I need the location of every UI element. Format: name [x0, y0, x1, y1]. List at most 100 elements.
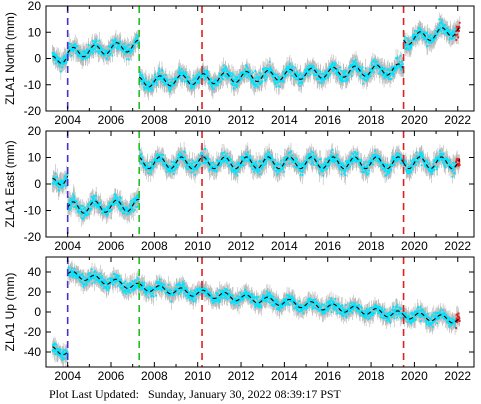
data-point — [56, 59, 59, 62]
data-point — [153, 83, 155, 86]
data-point — [80, 216, 83, 219]
data-point — [260, 81, 263, 84]
y-tick-label: -20 — [24, 104, 42, 118]
data-point — [418, 37, 420, 40]
data-point — [453, 37, 456, 39]
data-point — [306, 65, 309, 68]
data-point — [84, 214, 86, 217]
data-point — [95, 199, 98, 202]
x-tick-label: 2010 — [184, 113, 211, 127]
data-point — [203, 71, 206, 74]
data-point — [350, 64, 353, 66]
data-point — [227, 76, 229, 79]
data-point — [393, 70, 396, 73]
data-point — [425, 41, 428, 43]
data-point — [140, 74, 143, 76]
data-point — [86, 213, 89, 216]
data-point — [387, 76, 390, 79]
data-point — [235, 80, 237, 83]
data-point — [391, 66, 394, 69]
data-point — [166, 79, 169, 82]
data-point — [309, 73, 312, 76]
data-point — [68, 199, 71, 202]
data-point — [315, 74, 318, 77]
data-point — [104, 51, 107, 54]
data-point — [81, 205, 84, 207]
data-point — [405, 46, 408, 49]
data-point — [416, 35, 419, 37]
data-point — [438, 24, 441, 27]
data-point — [330, 66, 333, 69]
data-point — [249, 73, 252, 76]
data-point — [53, 58, 55, 61]
data-point — [447, 31, 450, 34]
data-point — [60, 182, 62, 185]
data-point — [388, 69, 391, 71]
data-point — [365, 76, 368, 78]
data-point — [106, 213, 109, 216]
data-point — [226, 70, 229, 73]
data-point — [391, 73, 394, 76]
data-point — [275, 85, 278, 88]
data-point — [312, 72, 315, 75]
data-point — [236, 84, 239, 87]
data-point — [216, 84, 219, 87]
data-point — [144, 77, 147, 80]
data-point — [422, 38, 425, 41]
y-tick-label: 0 — [34, 52, 41, 66]
data-point — [52, 178, 55, 181]
data-point — [175, 80, 178, 83]
data-point — [327, 74, 330, 77]
data-point — [351, 70, 354, 73]
data-point — [288, 65, 291, 68]
data-point — [117, 43, 120, 46]
data-point — [91, 200, 94, 203]
data-point — [415, 35, 418, 37]
data-point — [100, 53, 103, 56]
data-point — [440, 18, 443, 21]
data-point — [440, 30, 443, 32]
data-point — [448, 30, 450, 32]
data-point — [80, 205, 83, 207]
data-point — [400, 68, 402, 71]
data-point — [322, 80, 325, 82]
data-point — [270, 72, 272, 75]
data-point — [282, 71, 285, 74]
data-point — [82, 50, 85, 53]
data-point — [221, 68, 223, 71]
data-point — [136, 42, 139, 44]
data-point — [437, 28, 440, 31]
data-point — [376, 60, 379, 63]
data-point — [190, 86, 193, 89]
data-point — [194, 81, 196, 83]
data-point — [374, 60, 377, 63]
data-point — [167, 81, 170, 84]
data-point — [452, 30, 455, 32]
data-point — [312, 64, 314, 67]
data-point — [280, 80, 283, 83]
model-curve-segment-3 — [138, 63, 405, 88]
data-point — [56, 176, 59, 178]
data-point — [234, 75, 236, 78]
data-point — [121, 44, 124, 46]
data-point — [350, 65, 352, 68]
data-point — [195, 78, 198, 81]
data-point — [109, 45, 112, 48]
data-point — [262, 67, 265, 70]
data-point — [284, 70, 287, 73]
data-point — [219, 73, 221, 75]
data-point — [412, 35, 415, 38]
data-point — [80, 209, 83, 211]
data-point — [246, 70, 249, 72]
data-point — [323, 78, 325, 81]
data-point — [440, 27, 442, 30]
data-point — [161, 69, 164, 72]
data-point — [440, 20, 443, 23]
data-point — [77, 208, 80, 211]
data-point — [361, 77, 364, 80]
data-point — [117, 46, 120, 49]
data-point — [226, 75, 228, 78]
data-point — [207, 79, 210, 82]
data-point — [97, 51, 100, 54]
